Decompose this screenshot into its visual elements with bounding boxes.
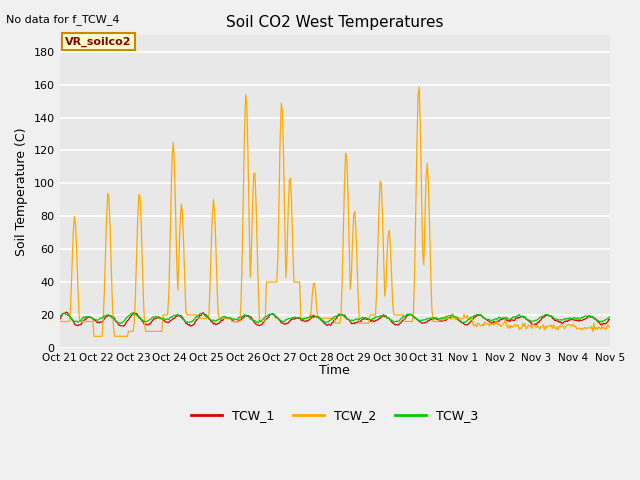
Title: Soil CO2 West Temperatures: Soil CO2 West Temperatures (226, 15, 444, 30)
TCW_1 (606, 316, 614, 322)
TCW_2 (391, 312, 399, 318)
TCW_1 (56, 317, 63, 323)
TCW_3 (392, 319, 400, 324)
TCW_2 (415, 84, 423, 90)
TCW_1 (366, 317, 374, 323)
TCW_3 (128, 310, 136, 316)
TCW_1 (392, 322, 400, 327)
TCW_2 (606, 324, 614, 330)
TCW_3 (558, 317, 566, 323)
Text: No data for f_TCW_4: No data for f_TCW_4 (6, 14, 120, 25)
TCW_1 (187, 323, 195, 329)
TCW_1 (229, 318, 237, 324)
TCW_2 (558, 322, 566, 327)
TCW_1 (463, 322, 470, 328)
Line: TCW_2: TCW_2 (60, 87, 610, 336)
TCW_1 (290, 316, 298, 322)
TCW_2 (289, 245, 296, 251)
TCW_3 (56, 313, 63, 319)
Legend: TCW_1, TCW_2, TCW_3: TCW_1, TCW_2, TCW_3 (186, 404, 484, 427)
Y-axis label: Soil Temperature (C): Soil Temperature (C) (15, 127, 28, 256)
Line: TCW_3: TCW_3 (60, 313, 610, 324)
TCW_2 (463, 314, 470, 320)
TCW_2 (365, 320, 372, 326)
TCW_2 (56, 319, 63, 324)
TCW_3 (606, 314, 614, 320)
TCW_3 (116, 321, 124, 326)
TCW_3 (463, 318, 470, 324)
TCW_3 (290, 315, 298, 321)
Line: TCW_1: TCW_1 (60, 312, 610, 326)
TCW_1 (558, 320, 566, 326)
X-axis label: Time: Time (319, 364, 350, 377)
TCW_2 (228, 319, 236, 324)
TCW_1 (63, 309, 70, 315)
TCW_2 (90, 334, 98, 339)
TCW_3 (229, 316, 237, 322)
TCW_3 (366, 316, 374, 322)
Text: VR_soilco2: VR_soilco2 (65, 36, 132, 47)
